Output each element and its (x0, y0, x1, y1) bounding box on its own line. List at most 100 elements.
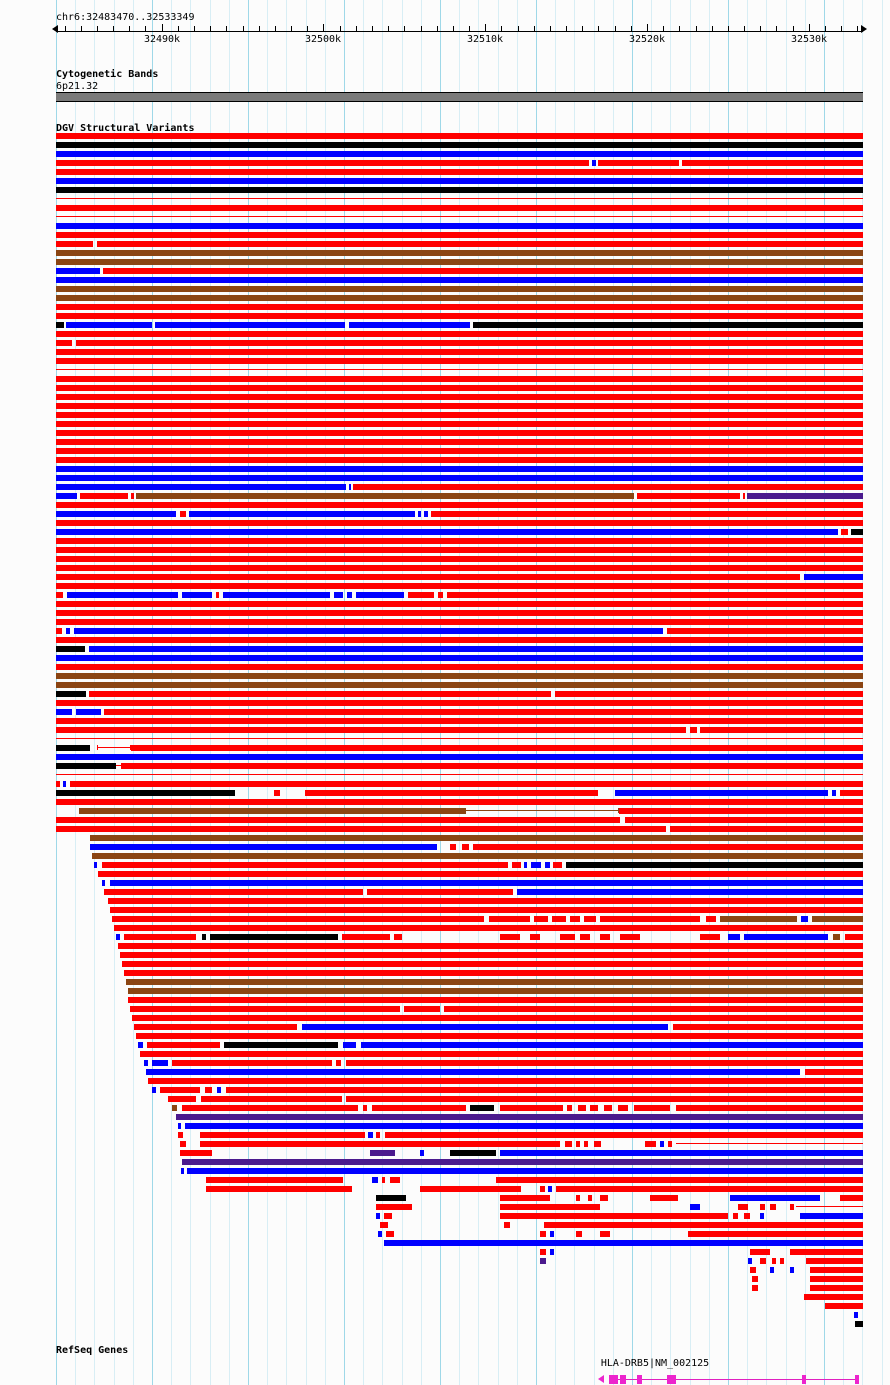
gene-exon[interactable] (802, 1375, 806, 1384)
variant-segment[interactable] (110, 880, 863, 886)
variant-segment[interactable] (131, 745, 863, 751)
variant-segment[interactable] (500, 1204, 600, 1210)
variant-segment[interactable] (146, 1069, 800, 1075)
variant-segment[interactable] (76, 340, 863, 346)
variant-segment[interactable] (97, 241, 863, 247)
variant-segment[interactable] (700, 934, 720, 940)
variant-segment[interactable] (690, 727, 697, 733)
variant-segment[interactable] (343, 1042, 356, 1048)
variant-segment[interactable] (56, 709, 72, 715)
variant-segment[interactable] (56, 322, 64, 328)
variant-segment[interactable] (56, 205, 863, 211)
variant-segment[interactable] (750, 1267, 756, 1273)
variant-segment[interactable] (56, 664, 863, 670)
variant-segment[interactable] (517, 889, 863, 895)
variant-segment[interactable] (660, 1141, 664, 1147)
variant-segment[interactable] (386, 1231, 394, 1237)
variant-segment[interactable] (134, 1024, 297, 1030)
variant-segment[interactable] (63, 781, 66, 787)
variant-segment[interactable] (376, 1195, 406, 1201)
variant-segment[interactable] (346, 1096, 863, 1102)
variant-segment[interactable] (376, 1132, 380, 1138)
variant-segment[interactable] (148, 1078, 863, 1084)
variant-segment[interactable] (155, 322, 345, 328)
variant-segment[interactable] (810, 1267, 863, 1273)
variant-segment[interactable] (760, 1204, 765, 1210)
variant-segment[interactable] (670, 826, 863, 832)
variant-segment[interactable] (673, 1024, 863, 1030)
variant-segment[interactable] (176, 1114, 863, 1120)
variant-segment[interactable] (540, 1231, 546, 1237)
variant-segment[interactable] (524, 862, 527, 868)
variant-segment[interactable] (56, 304, 863, 310)
variant-segment[interactable] (56, 484, 346, 490)
variant-segment[interactable] (206, 1177, 343, 1183)
variant-segment[interactable] (226, 1087, 863, 1093)
variant-segment[interactable] (56, 403, 863, 409)
variant-segment[interactable] (56, 628, 62, 634)
variant-segment[interactable] (500, 1213, 728, 1219)
variant-segment[interactable] (576, 1141, 580, 1147)
variant-segment[interactable] (512, 862, 521, 868)
variant-segment[interactable] (634, 1105, 670, 1111)
variant-segment[interactable] (600, 1195, 608, 1201)
variant-segment[interactable] (152, 1060, 168, 1066)
variant-segment[interactable] (840, 790, 863, 796)
variant-segment[interactable] (89, 646, 863, 652)
variant-segment[interactable] (140, 1051, 863, 1057)
variant-segment[interactable] (805, 1069, 863, 1075)
variant-segment[interactable] (450, 1150, 496, 1156)
variant-segment[interactable] (56, 493, 77, 499)
variant-segment[interactable] (431, 511, 863, 517)
variant-segment[interactable] (760, 1258, 766, 1264)
variant-segment[interactable] (489, 916, 530, 922)
variant-segment[interactable] (56, 241, 93, 247)
variant-segment[interactable] (70, 781, 863, 787)
variant-segment[interactable] (56, 637, 863, 643)
variant-segment[interactable] (56, 520, 863, 526)
variant-segment[interactable] (94, 862, 97, 868)
variant-segment[interactable] (182, 1105, 358, 1111)
variant-segment[interactable] (89, 691, 551, 697)
variant-segment[interactable] (79, 808, 466, 814)
variant-segment[interactable] (770, 1267, 774, 1273)
variant-segment[interactable] (178, 1132, 183, 1138)
variant-segment[interactable] (625, 817, 863, 823)
variant-segment[interactable] (56, 781, 60, 787)
variant-segment[interactable] (172, 1105, 177, 1111)
variant-segment[interactable] (470, 1105, 494, 1111)
variant-segment[interactable] (56, 745, 90, 751)
variant-segment[interactable] (202, 934, 206, 940)
variant-segment[interactable] (604, 1105, 612, 1111)
variant-segment[interactable] (650, 1195, 678, 1201)
variant-segment[interactable] (56, 529, 838, 535)
variant-segment[interactable] (200, 1141, 560, 1147)
variant-segment[interactable] (560, 934, 575, 940)
variant-segment[interactable] (56, 565, 863, 571)
variant-segment[interactable] (600, 916, 700, 922)
variant-segment[interactable] (676, 1105, 863, 1111)
variant-segment[interactable] (56, 511, 176, 517)
variant-segment[interactable] (56, 817, 620, 823)
variant-segment[interactable] (56, 169, 863, 175)
variant-segment[interactable] (56, 754, 863, 760)
variant-segment[interactable] (553, 862, 562, 868)
variant-segment[interactable] (114, 925, 863, 931)
variant-segment[interactable] (349, 484, 351, 490)
variant-segment[interactable] (147, 1042, 220, 1048)
variant-segment[interactable] (56, 592, 63, 598)
variant-segment[interactable] (552, 916, 566, 922)
variant-segment[interactable] (56, 790, 235, 796)
variant-segment[interactable] (394, 934, 402, 940)
variant-segment[interactable] (182, 1159, 863, 1165)
gene-exon[interactable] (609, 1375, 618, 1384)
variant-segment[interactable] (56, 763, 116, 769)
variant-segment[interactable] (772, 1258, 776, 1264)
variant-segment[interactable] (112, 916, 484, 922)
variant-segment[interactable] (302, 1024, 668, 1030)
variant-segment[interactable] (336, 1060, 341, 1066)
variant-segment[interactable] (56, 475, 863, 481)
variant-segment[interactable] (590, 1105, 598, 1111)
variant-segment[interactable] (274, 790, 280, 796)
variant-segment[interactable] (645, 1141, 656, 1147)
